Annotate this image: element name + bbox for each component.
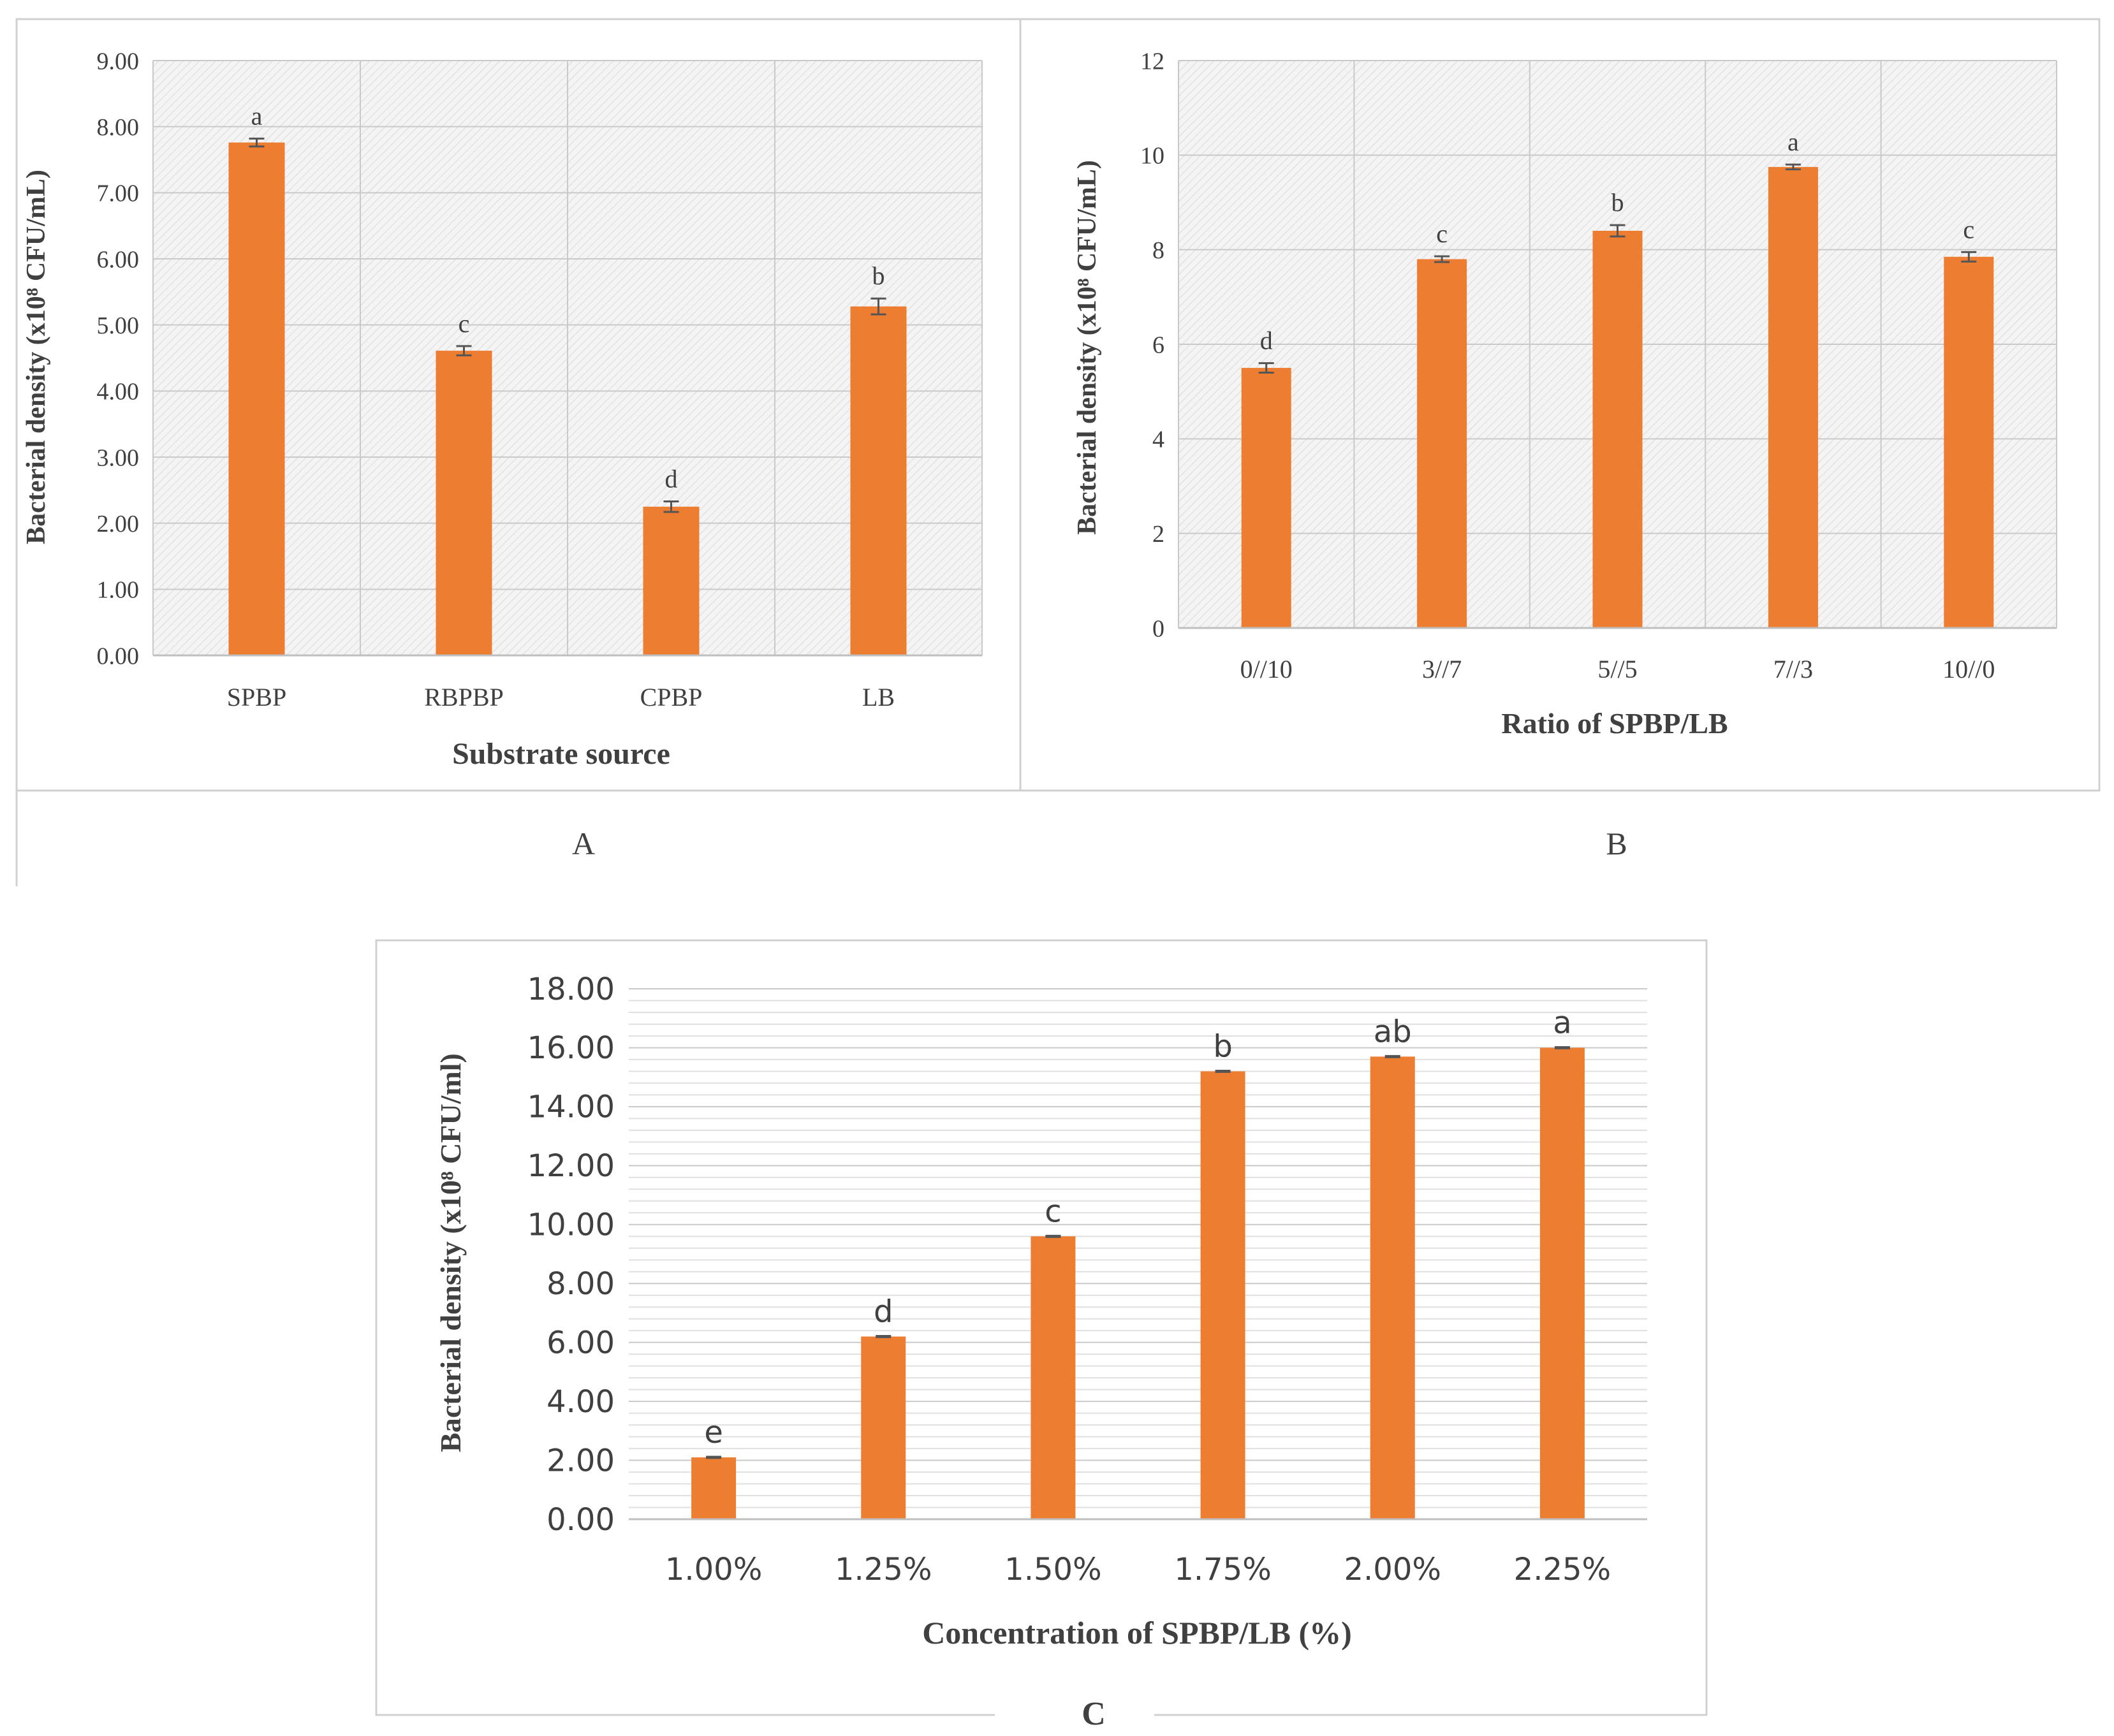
chart-c-category-label: 1.00% bbox=[665, 1552, 762, 1587]
chart-a-ytick-label: 8.00 bbox=[97, 114, 140, 141]
chart-a-ytick-label: 1.00 bbox=[97, 577, 140, 604]
chart-c-category-label: 2.00% bbox=[1344, 1552, 1441, 1587]
chart-b-bar bbox=[1768, 166, 1818, 628]
chart-c: 0.00 2.00 4.00 6.00 8.00 10.00 12.00 14.00 16.00… bbox=[527, 972, 1647, 1587]
chart-b-xlabel: Ratio of SPBP/LB bbox=[1501, 707, 1728, 740]
chart-c-bar bbox=[1539, 1047, 1585, 1519]
chart-b-category-label: 3//7 bbox=[1422, 655, 1462, 683]
chart-b-ytick-label: 2 bbox=[1152, 521, 1164, 548]
chart-a-ylabel: Bacterial density (x10⁸ CFU/mL) bbox=[22, 170, 51, 544]
chart-b-significance-letter: a bbox=[1787, 128, 1799, 156]
chart-a-bar bbox=[436, 351, 492, 655]
chart-b: 0 2 4 6 8 10 12 d 0//10 c 3//7 b 5//5 a 7//3 c 10//0 bbox=[1140, 48, 2057, 683]
chart-b-ytick-label: 4 bbox=[1152, 427, 1164, 453]
caption-c: C bbox=[1082, 1696, 1106, 1732]
chart-b-category-label: 10//0 bbox=[1942, 655, 1995, 683]
chart-b-category-label: 7//3 bbox=[1773, 655, 1813, 683]
chart-b-ytick-label: 10 bbox=[1140, 143, 1164, 170]
chart-b-bar bbox=[1241, 368, 1291, 628]
chart-c-significance-letter: ab bbox=[1374, 1014, 1412, 1049]
chart-c-ytick-label: 12.00 bbox=[527, 1148, 615, 1184]
chart-b-ytick-label: 12 bbox=[1140, 48, 1164, 75]
chart-c-category-label: 1.75% bbox=[1174, 1552, 1271, 1587]
chart-c-ytick-label: 8.00 bbox=[547, 1266, 615, 1302]
chart-a-significance-letter: c bbox=[459, 309, 470, 338]
chart-a-significance-letter: d bbox=[665, 464, 678, 493]
chart-a-ytick-label: 5.00 bbox=[97, 312, 140, 339]
chart-c-bar bbox=[1200, 1071, 1245, 1519]
chart-b-significance-letter: b bbox=[1611, 188, 1624, 217]
chart-c-ytick-label: 18.00 bbox=[527, 972, 615, 1007]
chart-a-bar bbox=[228, 142, 285, 656]
chart-c-ytick-label: 2.00 bbox=[547, 1443, 615, 1478]
chart-c-ylabel: Bacterial density (x10⁸ CFU/ml) bbox=[434, 1053, 467, 1452]
chart-b-ytick-label: 6 bbox=[1152, 332, 1164, 358]
chart-c-significance-letter: d bbox=[874, 1294, 893, 1329]
chart-a-category-label: RBPBP bbox=[424, 683, 504, 711]
chart-a-category-label: SPBP bbox=[227, 683, 286, 711]
chart-a-significance-letter: b bbox=[872, 261, 885, 290]
chart-c-ytick-label: 14.00 bbox=[527, 1090, 615, 1125]
chart-a-ytick-label: 4.00 bbox=[97, 379, 140, 405]
chart-a-bar bbox=[850, 306, 907, 655]
chart-c-ytick-label: 16.00 bbox=[527, 1030, 615, 1066]
chart-a-category-label: LB bbox=[862, 683, 895, 711]
chart-a-ytick-label: 0.00 bbox=[97, 643, 140, 669]
chart-c-significance-letter: b bbox=[1213, 1028, 1232, 1064]
chart-a-ytick-label: 9.00 bbox=[97, 48, 140, 75]
chart-b-bar bbox=[1592, 231, 1643, 628]
chart-c-bar bbox=[1370, 1056, 1415, 1519]
chart-b-ytick-label: 0 bbox=[1152, 615, 1164, 642]
caption-b: B bbox=[1606, 826, 1627, 861]
chart-b-ylabel: Bacterial density (x10⁸ CFU/mL) bbox=[1073, 160, 1102, 535]
chart-c-ytick-label: 4.00 bbox=[547, 1384, 615, 1420]
chart-c-category-label: 2.25% bbox=[1514, 1552, 1611, 1587]
chart-c-ytick-label: 10.00 bbox=[527, 1207, 615, 1243]
caption-a: A bbox=[572, 826, 595, 861]
chart-c-category-label: 1.25% bbox=[835, 1552, 932, 1587]
chart-b-bar bbox=[1417, 259, 1467, 628]
chart-c-significance-letter: c bbox=[1045, 1193, 1061, 1229]
chart-b-significance-letter: c bbox=[1436, 219, 1448, 248]
caption-c-background bbox=[995, 1689, 1154, 1736]
chart-c-bar bbox=[691, 1457, 737, 1519]
chart-c-significance-letter: a bbox=[1553, 1005, 1571, 1041]
chart-c-bar bbox=[1031, 1236, 1076, 1519]
chart-c-xlabel: Concentration of SPBP/LB (%) bbox=[922, 1615, 1352, 1651]
chart-b-significance-letter: c bbox=[1963, 215, 1974, 244]
chart-a-category-label: CPBP bbox=[640, 683, 703, 711]
chart-b-significance-letter: d bbox=[1260, 326, 1273, 355]
chart-c-plot-area bbox=[629, 989, 1647, 1519]
chart-a-ytick-label: 2.00 bbox=[97, 511, 140, 537]
chart-c-ytick-label: 6.00 bbox=[547, 1325, 615, 1360]
chart-a-ytick-label: 3.00 bbox=[97, 444, 140, 471]
chart-a-ytick-label: 7.00 bbox=[97, 180, 140, 207]
chart-b-bar bbox=[1944, 256, 1994, 629]
chart-a-bar bbox=[643, 506, 700, 655]
chart-a: 0.00 1.00 2.00 3.00 4.00 5.00 6.00 7.00 8.00 9.00… bbox=[97, 48, 983, 711]
chart-a-ytick-label: 6.00 bbox=[97, 246, 140, 273]
chart-b-category-label: 0//10 bbox=[1240, 655, 1293, 683]
chart-b-ytick-label: 8 bbox=[1152, 237, 1164, 264]
chart-a-significance-letter: a bbox=[251, 101, 263, 130]
chart-a-xlabel: Substrate source bbox=[452, 737, 670, 771]
chart-c-bar bbox=[861, 1336, 906, 1519]
chart-c-category-label: 1.50% bbox=[1004, 1552, 1101, 1587]
chart-c-significance-letter: e bbox=[704, 1415, 723, 1450]
chart-b-category-label: 5//5 bbox=[1597, 655, 1637, 683]
chart-c-ytick-label: 0.00 bbox=[547, 1502, 615, 1538]
